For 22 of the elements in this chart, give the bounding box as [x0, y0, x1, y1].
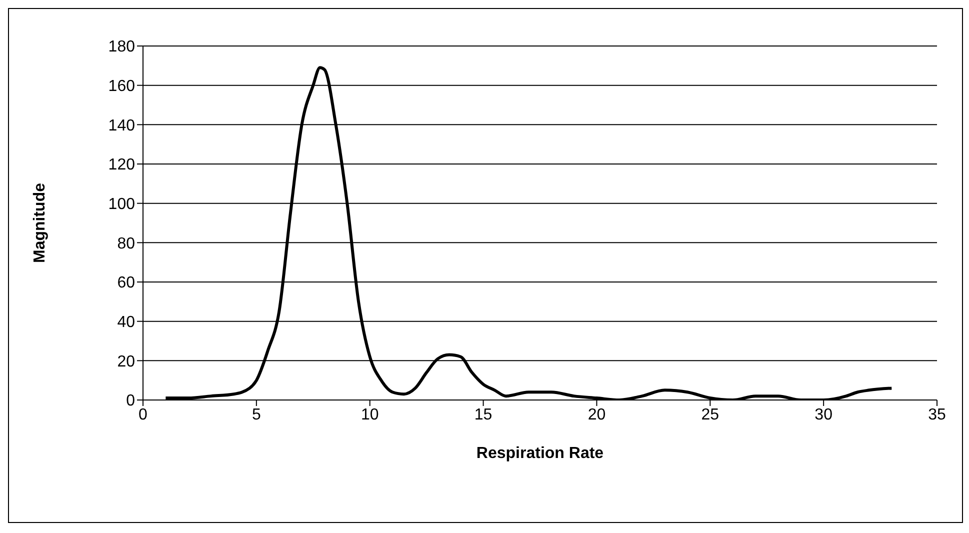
x-tick-label: 10 — [360, 406, 379, 424]
y-tick-label: 180 — [108, 38, 136, 56]
line-series — [164, 66, 894, 400]
x-tick-label: 5 — [252, 406, 261, 424]
x-tick-label: 30 — [814, 406, 833, 424]
frame: 0 5 10 15 20 25 30 35 Respiration Rate 0 20 40 60 80 100 120 140 160 180 Magnitude — [8, 8, 963, 523]
y-tick-label: 0 — [126, 392, 136, 410]
y-tick-label: 160 — [108, 78, 136, 96]
x-axis-title: Respiration Rate — [476, 445, 604, 462]
y-tick-label: 80 — [117, 235, 136, 252]
y-tick-label: 100 — [108, 196, 136, 214]
y-tick-label: 140 — [108, 117, 136, 134]
y-tick-label: 40 — [117, 314, 136, 332]
x-tick-label: 25 — [701, 406, 720, 424]
y-tick-label: 20 — [117, 353, 136, 370]
x-tick-label: 35 — [928, 406, 946, 424]
x-tick-label: 15 — [474, 406, 492, 424]
x-tick-label: 20 — [588, 406, 606, 424]
x-tick-label: 0 — [138, 406, 148, 424]
y-tick-label: 120 — [108, 156, 136, 174]
y-tick-label: 60 — [117, 274, 136, 292]
y-axis-title: Magnitude — [32, 182, 49, 263]
